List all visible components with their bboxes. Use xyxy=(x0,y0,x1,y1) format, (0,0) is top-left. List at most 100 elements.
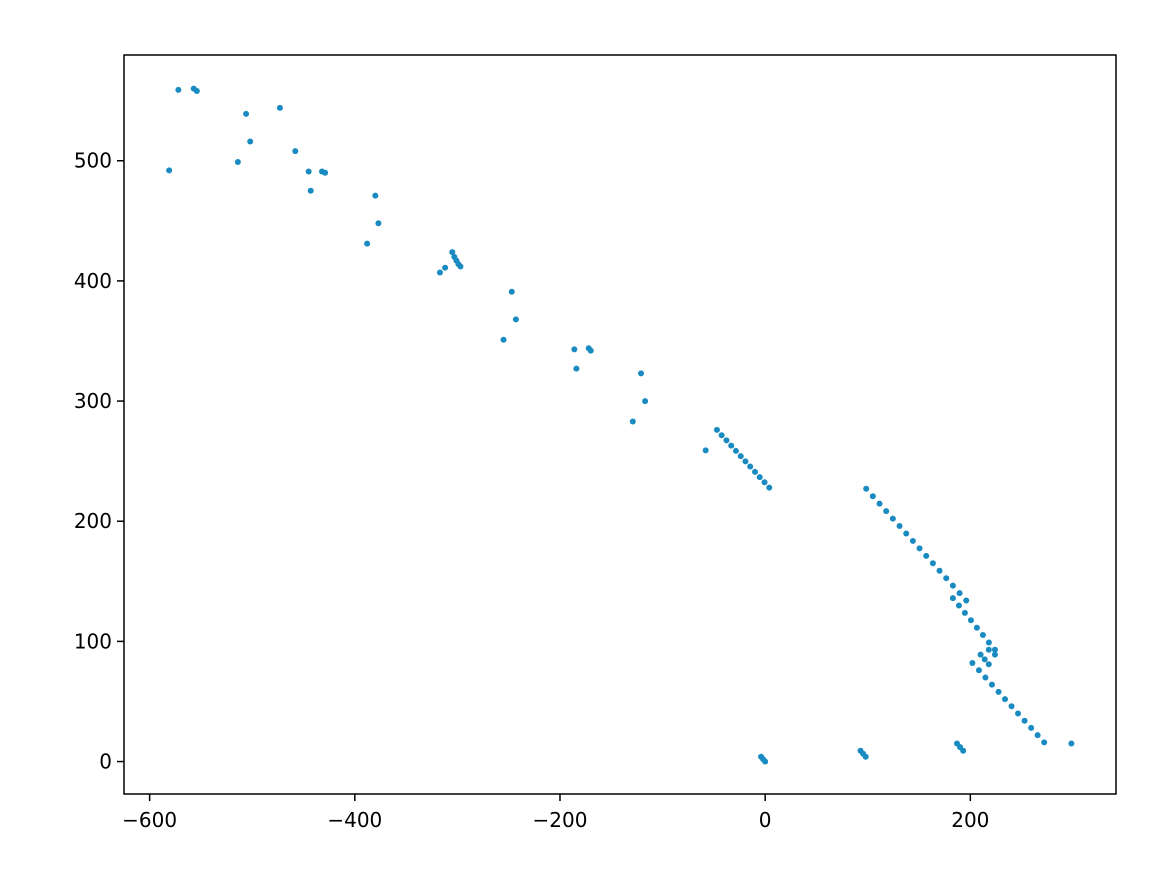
data-point xyxy=(305,168,312,175)
data-point xyxy=(988,681,995,688)
data-point xyxy=(508,288,515,295)
plot-frame xyxy=(123,54,1117,795)
data-point xyxy=(442,264,449,271)
data-point xyxy=(981,656,988,663)
data-point xyxy=(713,426,720,433)
data-point xyxy=(862,753,869,760)
data-point xyxy=(761,479,768,486)
data-point xyxy=(728,442,735,449)
data-point xyxy=(587,347,594,354)
data-point xyxy=(276,104,283,111)
data-point xyxy=(985,639,992,646)
data-point xyxy=(1028,724,1035,731)
data-point xyxy=(756,474,763,481)
data-point xyxy=(869,493,876,500)
data-point xyxy=(960,747,967,754)
data-point xyxy=(742,458,749,465)
y-tick-label: 200 xyxy=(74,509,112,533)
data-point xyxy=(943,575,950,582)
data-point xyxy=(936,567,943,574)
data-point xyxy=(375,220,382,227)
x-axis: −600 −400 −200 0 200 xyxy=(122,794,989,832)
data-point xyxy=(863,485,870,492)
data-point xyxy=(737,453,744,460)
data-point xyxy=(985,661,992,668)
data-point xyxy=(629,418,636,425)
data-point xyxy=(732,447,739,454)
data-point xyxy=(166,167,173,174)
data-point xyxy=(909,537,916,544)
data-point xyxy=(991,651,998,658)
data-point xyxy=(1034,732,1041,739)
data-point xyxy=(956,590,963,597)
data-point xyxy=(883,508,890,515)
data-point xyxy=(896,523,903,530)
data-point xyxy=(449,249,456,256)
data-point xyxy=(307,187,314,194)
data-point xyxy=(977,651,984,658)
data-point xyxy=(982,674,989,681)
data-point xyxy=(903,530,910,537)
data-point xyxy=(1015,710,1022,717)
data-point xyxy=(1021,717,1028,724)
data-point xyxy=(995,688,1002,695)
data-point xyxy=(752,468,759,475)
data-point xyxy=(961,609,968,616)
data-point xyxy=(747,463,754,470)
data-point xyxy=(193,88,200,95)
data-point xyxy=(1068,740,1075,747)
x-tick-label: −400 xyxy=(327,808,382,832)
data-point xyxy=(969,660,976,667)
data-point xyxy=(718,432,725,439)
data-point xyxy=(247,138,254,145)
y-tick-label: 100 xyxy=(74,629,112,653)
data-point xyxy=(929,560,936,567)
x-tick-label: −200 xyxy=(533,808,588,832)
y-axis: 0 100 200 300 400 500 xyxy=(74,149,124,774)
data-point xyxy=(292,148,299,155)
data-point xyxy=(364,240,371,247)
data-point xyxy=(702,447,709,454)
data-point xyxy=(766,484,773,491)
data-point xyxy=(638,370,645,377)
data-point xyxy=(963,597,970,604)
data-point xyxy=(1002,696,1009,703)
data-point xyxy=(1008,703,1015,710)
x-tick-label: 0 xyxy=(759,808,772,832)
data-point xyxy=(243,110,250,117)
data-point xyxy=(949,582,956,589)
x-tick-label: −600 xyxy=(122,808,177,832)
data-point xyxy=(916,545,923,552)
data-point xyxy=(975,667,982,674)
data-point xyxy=(457,263,464,270)
data-point xyxy=(723,437,730,444)
data-point xyxy=(889,515,896,522)
data-point xyxy=(436,269,443,276)
data-point xyxy=(642,398,649,405)
data-point xyxy=(175,86,182,93)
data-point xyxy=(973,624,980,631)
data-point xyxy=(979,632,986,639)
data-point xyxy=(762,758,769,765)
data-point xyxy=(985,646,992,653)
data-point xyxy=(372,192,379,199)
data-point xyxy=(949,595,956,602)
data-point xyxy=(991,646,998,653)
data-point xyxy=(573,365,580,372)
y-tick-label: 300 xyxy=(74,389,112,413)
data-points xyxy=(166,85,1075,765)
y-tick-label: 500 xyxy=(74,149,112,173)
y-tick-label: 400 xyxy=(74,269,112,293)
data-point xyxy=(876,500,883,507)
data-point xyxy=(923,552,930,559)
data-point xyxy=(1041,739,1048,746)
data-point xyxy=(234,158,241,165)
data-point xyxy=(955,602,962,609)
y-tick-label: 0 xyxy=(99,750,112,774)
x-tick-label: 200 xyxy=(951,808,989,832)
data-point xyxy=(967,617,974,624)
data-point xyxy=(322,169,329,176)
data-point xyxy=(512,316,519,323)
data-point xyxy=(571,346,578,353)
